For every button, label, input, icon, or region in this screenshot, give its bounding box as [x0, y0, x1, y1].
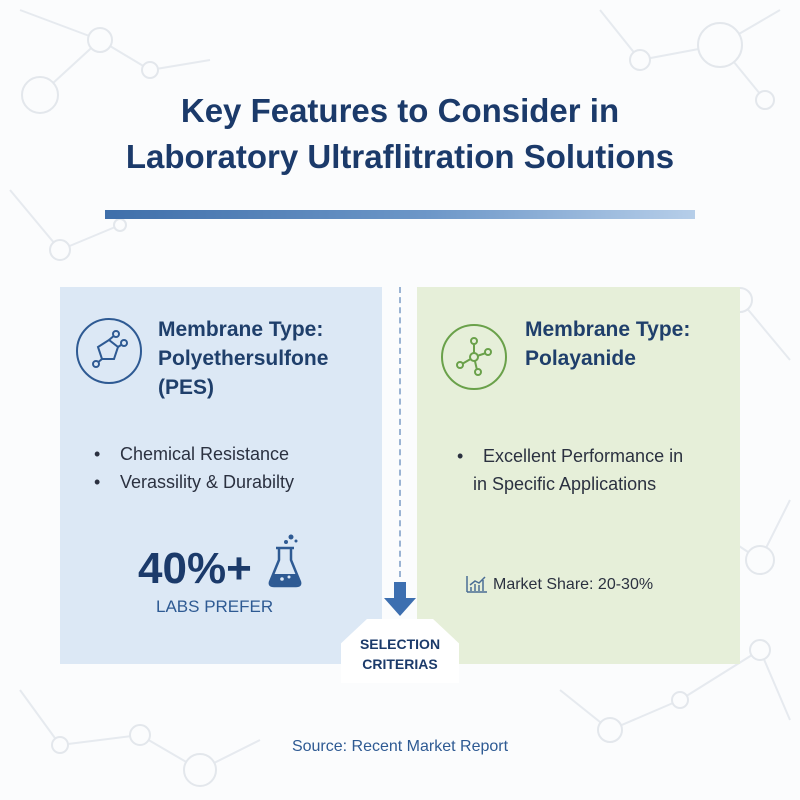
molecule-ring-icon: [76, 318, 142, 384]
selection-criteria-badge: [341, 619, 459, 683]
market-share-line: Market Share: 20-30%: [466, 574, 653, 596]
arrow-down-icon: [384, 582, 416, 616]
pes-feature-chemical-resistance: Chemical Resistance: [120, 444, 290, 464]
page-title-line-1: Key Features to Consider in: [180, 92, 620, 129]
polyamide-feature-line-1: Excellent Performance in: [483, 446, 684, 466]
polyamide-heading-line-1: Membrane Type:: [525, 318, 691, 341]
polyamide-heading: Membrane Type: Polayanide: [525, 315, 690, 373]
list-item: • Chemical Resistance: [94, 444, 290, 464]
center-divider: [399, 287, 401, 577]
market-share-text: Market Share: 20-30%: [493, 576, 654, 593]
pes-heading: Membrane Type: Polyethersulfone (PES): [158, 315, 328, 402]
selection-criteria-line-1: SELECTION: [359, 636, 441, 652]
polyamide-feature-line-2: in Specific Applications: [473, 474, 657, 494]
selection-criteria-line-2: CRITERIAS: [362, 656, 438, 672]
pes-heading-line-3: (PES): [158, 376, 215, 399]
source-note: Source: Recent Market Report: [291, 738, 509, 755]
title-underline: [105, 210, 695, 219]
labs-prefer-stat-label: LABS PREFER: [156, 597, 274, 616]
polyamide-feature-list: • Excellent Performance in in Specific Ap…: [457, 442, 683, 498]
page-title-line-2: Laboratory Ultraflitration Solutions: [125, 138, 675, 175]
polyamide-heading-line-2: Polayanide: [525, 347, 636, 370]
flask-icon: [268, 534, 302, 588]
pes-heading-line-1: Membrane Type:: [158, 318, 324, 341]
pes-heading-line-2: Polyethersulfone: [158, 347, 329, 370]
list-item: in Specific Applications: [457, 470, 683, 498]
list-item: • Excellent Performance in: [457, 446, 684, 466]
molecule-network-icon: [441, 324, 507, 390]
selection-criteria-label: SELECTION CRITERIAS: [341, 634, 459, 674]
labs-prefer-stat-value: 40%+: [138, 544, 252, 593]
list-item: • Verassility & Durabilty: [94, 472, 295, 492]
pes-feature-versatility: Verassility & Durabilty: [120, 472, 295, 492]
pes-feature-list: • Chemical Resistance • Verassility & Dura…: [94, 440, 294, 496]
bar-chart-icon: [466, 576, 487, 593]
page-title: Key Features to Consider in Laboratory U…: [0, 88, 800, 180]
